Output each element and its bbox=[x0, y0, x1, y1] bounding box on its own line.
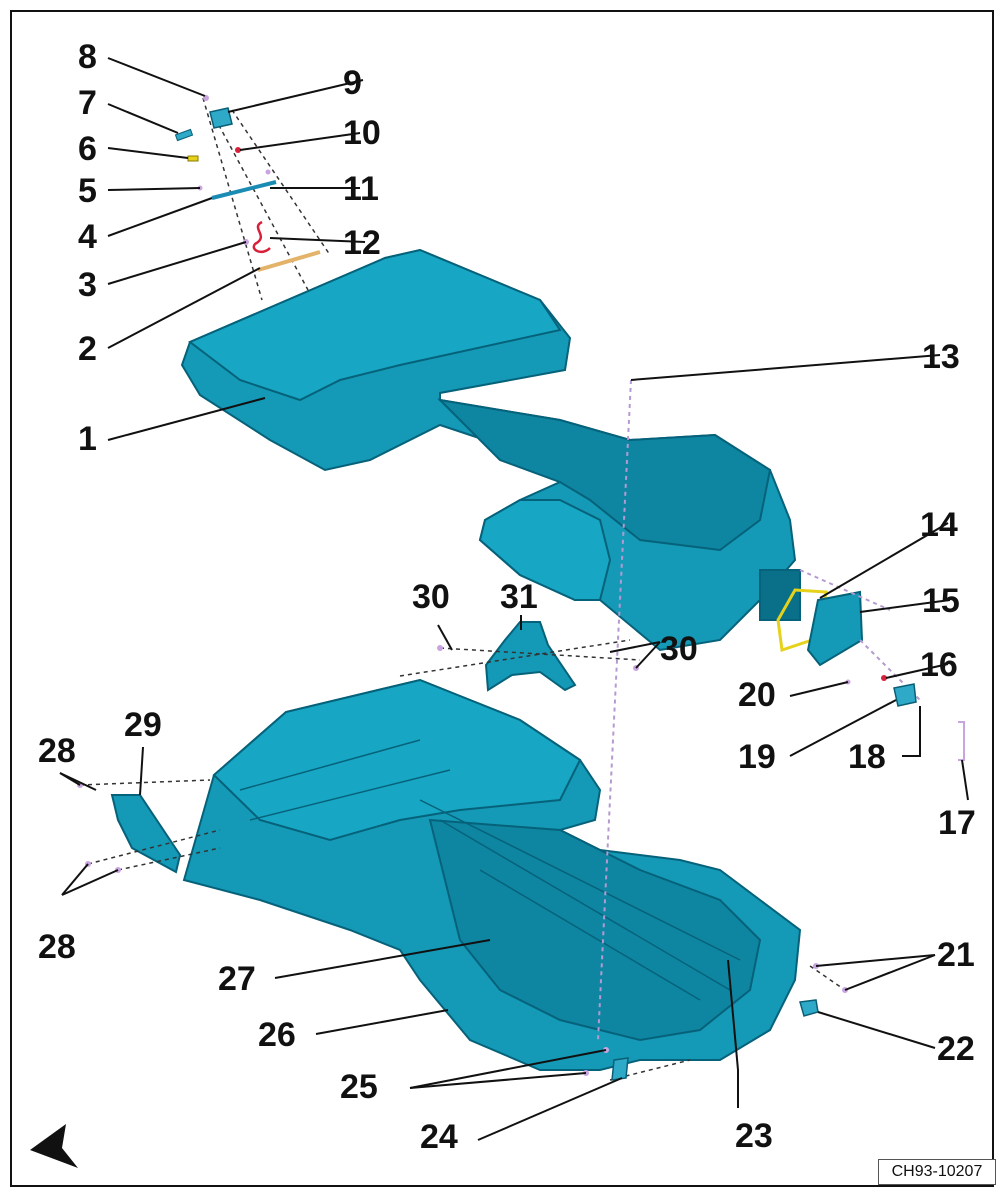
battery-upper-cover bbox=[180, 248, 801, 652]
callout-27: 27 bbox=[218, 960, 256, 998]
part-22-clip bbox=[799, 999, 819, 1017]
callout-16: 16 bbox=[920, 646, 958, 684]
callout-25: 25 bbox=[340, 1068, 378, 1106]
callout-18: 18 bbox=[848, 738, 886, 776]
callout-19: 19 bbox=[738, 738, 776, 776]
callout-1: 1 bbox=[78, 420, 97, 458]
part-12-hose bbox=[252, 220, 271, 254]
direction-arrow-icon bbox=[30, 1124, 78, 1168]
callout-2: 2 bbox=[78, 330, 97, 368]
part-16-plug bbox=[881, 675, 887, 681]
part-19-connector bbox=[893, 683, 917, 707]
callout-15: 15 bbox=[922, 582, 960, 620]
callout-8: 8 bbox=[78, 38, 97, 76]
callout-24: 24 bbox=[420, 1118, 458, 1156]
callout-9: 9 bbox=[343, 64, 362, 102]
part-9-connector bbox=[209, 107, 233, 129]
callout-20: 20 bbox=[738, 676, 776, 714]
leader-lines bbox=[59, 57, 969, 1141]
part-14-seal bbox=[776, 588, 828, 652]
callout-7: 7 bbox=[78, 84, 97, 122]
battery-lower-tray bbox=[182, 678, 802, 1071]
part-6-seal bbox=[187, 155, 199, 162]
callout-3: 3 bbox=[78, 266, 97, 304]
part-2-strip bbox=[257, 250, 321, 272]
callout-5: 5 bbox=[78, 172, 97, 210]
callout-11: 11 bbox=[343, 170, 379, 208]
callout-6: 6 bbox=[78, 130, 97, 168]
callout-12: 12 bbox=[343, 224, 381, 262]
upper-fitting-parts bbox=[174, 95, 331, 301]
part-29-bracket bbox=[110, 794, 182, 874]
callout-17: 17 bbox=[938, 804, 976, 842]
callout-4: 4 bbox=[78, 218, 97, 256]
part-10-plug bbox=[235, 147, 241, 153]
part-17-bolt bbox=[958, 721, 965, 761]
callout-28-bottom: 28 bbox=[38, 928, 76, 966]
callout-13: 13 bbox=[922, 338, 960, 376]
callout-26: 26 bbox=[258, 1016, 296, 1054]
callout-14: 14 bbox=[920, 506, 958, 544]
callout-29: 29 bbox=[124, 706, 162, 744]
part-7-clip bbox=[174, 128, 194, 142]
callout-23: 23 bbox=[735, 1117, 773, 1155]
diagram-border bbox=[10, 10, 994, 1187]
callout-30-left: 30 bbox=[412, 578, 450, 616]
part-24-clip bbox=[611, 1057, 629, 1081]
callout-30-right: 30 bbox=[660, 630, 698, 668]
part-15-cover bbox=[806, 590, 864, 667]
callout-28-top: 28 bbox=[38, 732, 76, 770]
callout-10: 10 bbox=[343, 114, 381, 152]
part-4-strip bbox=[211, 180, 277, 200]
callout-labels: 8 9 7 10 6 5 11 4 12 3 2 1 13 14 15 16 2… bbox=[38, 38, 976, 1156]
part-31-bracket bbox=[484, 621, 577, 692]
callout-31: 31 bbox=[500, 578, 538, 616]
figure-code: CH93-10207 bbox=[878, 1159, 996, 1185]
callout-22: 22 bbox=[937, 1030, 975, 1068]
callout-21: 21 bbox=[937, 936, 975, 974]
